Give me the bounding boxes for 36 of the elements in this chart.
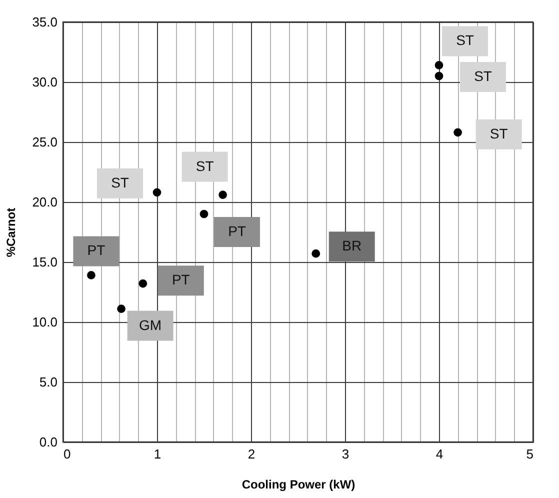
annotation: ST <box>111 174 130 190</box>
x-axis-title: Cooling Power (kW) <box>242 478 356 492</box>
point <box>87 271 96 280</box>
y-tick-label: 35.0 <box>32 14 58 30</box>
y-tick-label: 30.0 <box>32 74 58 90</box>
annotation: BR <box>342 238 362 254</box>
y-tick-label: 5.0 <box>39 374 58 390</box>
point <box>200 210 208 218</box>
point <box>454 128 462 137</box>
annotation: ST <box>456 32 474 48</box>
y-tick-label: 15.0 <box>32 254 58 270</box>
point <box>138 279 148 288</box>
point <box>218 190 227 199</box>
y-axis-title: %Carnot <box>4 208 18 258</box>
x-tick-label: 3 <box>342 446 350 462</box>
point <box>117 304 126 313</box>
x-tick-label: 5 <box>526 446 534 462</box>
annotation: ST <box>474 68 492 84</box>
y-tick-label: 10.0 <box>32 314 58 330</box>
y-tick-label: 0.0 <box>39 434 58 450</box>
annotation: GM <box>139 316 162 333</box>
y-tick-label: 20.0 <box>32 194 58 210</box>
point <box>434 72 444 80</box>
annotation: PT <box>228 223 246 239</box>
x-tick-label: 1 <box>154 446 162 462</box>
point <box>152 188 162 197</box>
x-tick-label: 2 <box>248 446 256 462</box>
annotation: PT <box>172 272 190 288</box>
x-tick-label: 4 <box>436 446 444 462</box>
annotation: ST <box>490 125 508 142</box>
annotation: ST <box>196 158 214 174</box>
y-tick-label: 25.0 <box>32 134 58 150</box>
point <box>434 61 444 70</box>
x-tick-label: 0 <box>64 446 71 462</box>
point <box>312 249 320 258</box>
annotation: PT <box>87 242 106 258</box>
